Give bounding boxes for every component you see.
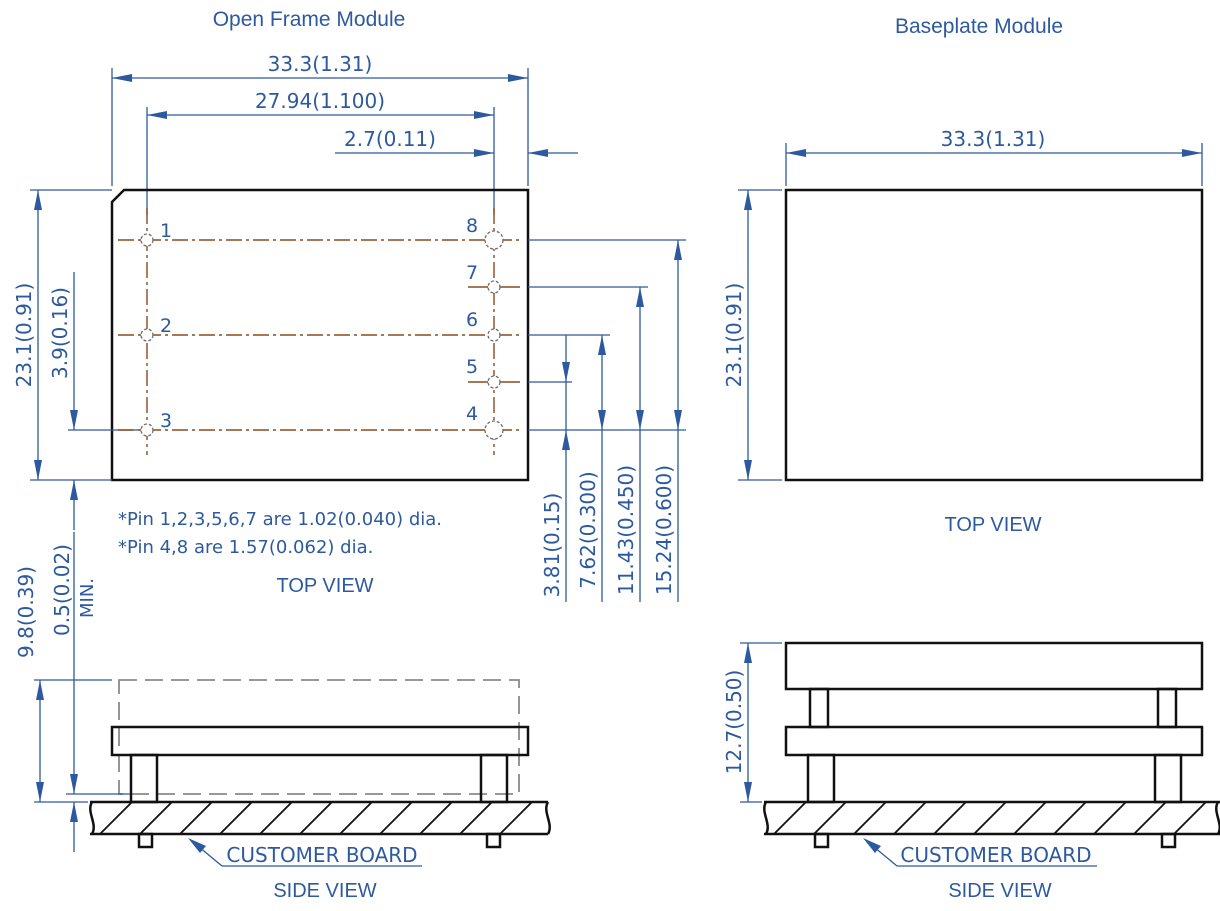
baseplate-module: Baseplate Module 33.3(1.31) 23.1(0.91) T… [722,15,1220,902]
pin-8-label: 8 [466,215,478,237]
open-frame-customer-board [89,800,551,836]
pin5-offset-label: 3.81(0.15) [540,493,564,598]
pin-7-hole [487,280,501,294]
pin-5-label: 5 [466,356,478,378]
open-frame-standoff-left [129,753,159,804]
pin-6-label: 6 [466,309,478,331]
pin6-offset-label: 7.62(0.300) [576,471,600,588]
open-frame-height-label: 23.1(0.91) [12,283,36,388]
baseplate-pin-left [813,832,830,849]
pin-centerlines [118,208,520,455]
baseplate-spacer-left [808,687,830,729]
edge-to-pin-label: 2.7(0.11) [344,127,436,151]
pin-5-hole [487,375,501,389]
open-frame-width-label: 33.3(1.31) [268,52,373,76]
pin-offset-dimensions: 3.81(0.15) 7.62(0.300) 11.43(0.450) 15.2… [528,239,686,602]
open-frame-side-view: CUSTOMER BOARD SIDE VIEW [89,679,551,902]
pin-span-dimension: 27.94(1.100) [146,89,495,215]
pin-7-label: 7 [466,262,478,284]
baseplate-side-view-label: SIDE VIEW [948,880,1051,902]
pin-2-label: 2 [160,315,172,337]
open-frame-pin-right [485,832,502,849]
edge-to-pin-dimension: 2.7(0.11) [335,127,578,157]
open-frame-top-view-label: TOP VIEW [276,575,373,597]
pin-note-1: *Pin 1,2,3,5,6,7 are 1.02(0.040) dia. [118,509,442,530]
open-frame-outline [110,188,530,482]
open-frame-side-view-label: SIDE VIEW [273,880,376,902]
baseplate-customer-board [763,800,1220,836]
open-frame-height-total-label: 9.8(0.39) [14,566,38,658]
baseplate-pin-right [1160,832,1177,849]
baseplate-spacer-right [1156,687,1178,729]
open-frame-pin-left [137,832,154,849]
standoff-label: 0.5(0.02) [50,544,74,636]
pin-1-label: 1 [160,220,172,242]
open-frame-title: Open Frame Module [213,8,406,31]
pin-1-hole [140,233,154,247]
baseplate-width-dimension: 33.3(1.31) [785,127,1203,186]
pin8-offset-label: 15.24(0.600) [652,465,676,595]
pin-span-label: 27.94(1.100) [255,89,385,113]
baseplate-board-label: CUSTOMER BOARD [900,843,1091,867]
open-frame-board-label: CUSTOMER BOARD [226,843,417,867]
baseplate-height-label: 23.1(0.91) [722,283,746,388]
pin-8-hole [484,230,504,250]
baseplate-standoff-right [1153,753,1183,804]
pin-4-hole [484,420,504,440]
baseplate-outline [784,188,1204,482]
open-frame-width-dimension: 33.3(1.31) [111,52,529,186]
standoff-min-note: MIN. [77,578,98,618]
baseplate-height-dimension: 23.1(0.91) [722,189,782,481]
pin-markers: 1 2 3 4 5 6 7 8 [140,215,504,440]
open-frame-height-dimension: 23.1(0.91) [12,189,112,481]
pin-3-hole [140,423,154,437]
baseplate-standoff-left [806,753,836,804]
baseplate-pcb [784,725,1204,757]
baseplate-side-dimension: 12.7(0.50) [722,642,782,803]
open-frame-pcb [110,725,530,757]
baseplate-width-label: 33.3(1.31) [941,127,1046,151]
baseplate-height-total-label: 12.7(0.50) [722,670,746,775]
baseplate-title: Baseplate Module [895,15,1063,38]
open-frame-side-dimensions: 9.8(0.39) 0.5(0.02) MIN. [14,532,130,852]
open-frame-standoff-right [479,753,509,804]
pin-6-hole [487,328,501,342]
baseplate-side-view: CUSTOMER BOARD SIDE VIEW [763,641,1220,902]
edge-to-pin3-label: 3.9(0.16) [48,287,72,379]
pin-2-hole [140,328,154,342]
baseplate-plate [784,641,1204,691]
edge-to-pin3-dimension: 3.9(0.16) [48,272,145,530]
pin-note-2: *Pin 4,8 are 1.57(0.062) dia. [118,537,373,558]
open-frame-module: Open Frame Module 33.3(1.31) 27.94(1.100… [12,8,686,902]
pin-4-label: 4 [466,403,478,425]
pin-3-label: 3 [160,410,172,432]
pin7-offset-label: 11.43(0.450) [614,465,638,595]
baseplate-top-view-label: TOP VIEW [944,514,1041,536]
